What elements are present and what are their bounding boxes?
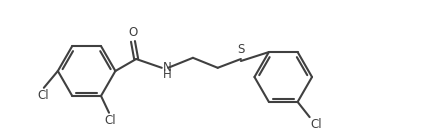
Text: Cl: Cl (310, 118, 322, 131)
Text: Cl: Cl (104, 114, 116, 127)
Text: N: N (163, 60, 172, 74)
Text: O: O (128, 26, 138, 39)
Text: H: H (163, 68, 172, 82)
Text: S: S (238, 43, 245, 56)
Text: Cl: Cl (37, 89, 49, 102)
